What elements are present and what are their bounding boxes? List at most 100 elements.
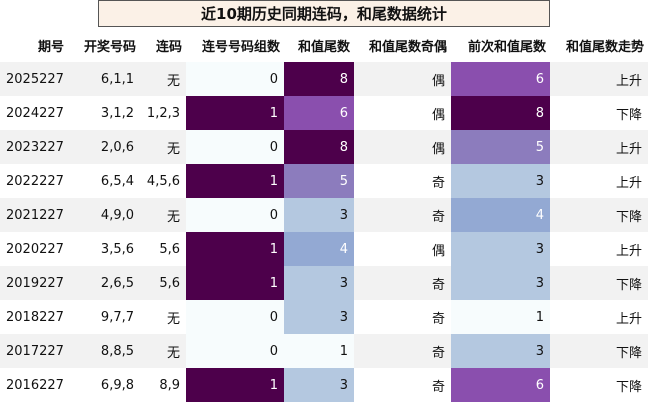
cell-consecutive: 8,9: [140, 368, 186, 402]
cell-tail: 3: [284, 266, 354, 300]
cell-parity: 偶: [354, 62, 451, 96]
cell-parity: 奇: [354, 368, 451, 402]
cell-parity: 偶: [354, 130, 451, 164]
title-bar: 近10期历史同期连码，和尾数据统计: [0, 0, 648, 27]
cell-tail: 5: [284, 164, 354, 198]
cell-period: 2018227: [0, 300, 68, 334]
cell-parity: 奇: [354, 164, 451, 198]
table-row: 2023227 2,0,6 无 0 8 偶 5 上升: [0, 130, 648, 164]
table-row: 2020227 3,5,6 5,6 1 4 偶 3 上升: [0, 232, 648, 266]
table-row: 2021227 4,9,0 无 0 3 奇 4 下降: [0, 198, 648, 232]
cell-period: 2024227: [0, 96, 68, 130]
cell-period: 2023227: [0, 130, 68, 164]
cell-groups: 0: [186, 334, 284, 368]
cell-tail: 1: [284, 334, 354, 368]
cell-period: 2022227: [0, 164, 68, 198]
cell-period: 2016227: [0, 368, 68, 402]
cell-parity: 奇: [354, 198, 451, 232]
cell-trend: 上升: [550, 62, 648, 96]
cell-prev-tail: 8: [451, 96, 550, 130]
table-row: 2025227 6,1,1 无 0 8 偶 6 上升: [0, 62, 648, 96]
table-row: 2022227 6,5,4 4,5,6 1 5 奇 3 上升: [0, 164, 648, 198]
cell-tail: 6: [284, 96, 354, 130]
cell-consecutive: 5,6: [140, 232, 186, 266]
cell-trend: 上升: [550, 164, 648, 198]
cell-trend: 上升: [550, 130, 648, 164]
header-numbers: 开奖号码: [83, 39, 136, 55]
cell-prev-tail: 3: [451, 164, 550, 198]
cell-trend: 上升: [550, 300, 648, 334]
cell-prev-tail: 3: [451, 334, 550, 368]
cell-trend: 下降: [550, 368, 648, 402]
cell-consecutive: 无: [140, 130, 186, 164]
cell-consecutive: 4,5,6: [140, 164, 186, 198]
table-row: 2016227 6,9,8 8,9 1 3 奇 6 下降: [0, 368, 648, 402]
cell-period: 2021227: [0, 198, 68, 232]
header-prev-tail: 前次和值尾数: [467, 39, 546, 55]
cell-trend: 下降: [550, 266, 648, 300]
cell-trend: 下降: [550, 96, 648, 130]
cell-groups: 0: [186, 198, 284, 232]
cell-groups: 0: [186, 130, 284, 164]
cell-numbers: 8,8,5: [68, 334, 140, 368]
cell-numbers: 2,0,6: [68, 130, 140, 164]
cell-groups: 1: [186, 232, 284, 266]
cell-parity: 偶: [354, 96, 451, 130]
cell-prev-tail: 6: [451, 368, 550, 402]
cell-prev-tail: 5: [451, 130, 550, 164]
cell-parity: 奇: [354, 300, 451, 334]
cell-trend: 上升: [550, 232, 648, 266]
header-period: 期号: [37, 39, 64, 55]
cell-parity: 奇: [354, 334, 451, 368]
cell-period: 2017227: [0, 334, 68, 368]
cell-period: 2020227: [0, 232, 68, 266]
cell-period: 2019227: [0, 266, 68, 300]
cell-consecutive: 无: [140, 198, 186, 232]
cell-groups: 1: [186, 368, 284, 402]
cell-numbers: 6,9,8: [68, 368, 140, 402]
cell-numbers: 3,5,6: [68, 232, 140, 266]
cell-consecutive: 无: [140, 334, 186, 368]
header-groups: 连号号码组数: [201, 39, 280, 55]
cell-groups: 1: [186, 96, 284, 130]
header-tail: 和值尾数: [297, 39, 350, 55]
cell-groups: 1: [186, 164, 284, 198]
cell-numbers: 3,1,2: [68, 96, 140, 130]
cell-numbers: 6,5,4: [68, 164, 140, 198]
table-row: 2024227 3,1,2 1,2,3 1 6 偶 8 下降: [0, 96, 648, 130]
cell-prev-tail: 3: [451, 266, 550, 300]
cell-parity: 奇: [354, 266, 451, 300]
cell-trend: 下降: [550, 334, 648, 368]
cell-numbers: 4,9,0: [68, 198, 140, 232]
cell-tail: 4: [284, 232, 354, 266]
cell-groups: 0: [186, 62, 284, 96]
cell-numbers: 9,7,7: [68, 300, 140, 334]
cell-period: 2025227: [0, 62, 68, 96]
cell-prev-tail: 1: [451, 300, 550, 334]
header-parity: 和值尾数奇偶: [368, 39, 447, 55]
table-row: 2018227 9,7,7 无 0 3 奇 1 上升: [0, 300, 648, 334]
cell-tail: 3: [284, 198, 354, 232]
cell-tail: 3: [284, 368, 354, 402]
table-row: 2019227 2,6,5 5,6 1 3 奇 3 下降: [0, 266, 648, 300]
cell-prev-tail: 3: [451, 232, 550, 266]
cell-tail: 3: [284, 300, 354, 334]
cell-groups: 1: [186, 266, 284, 300]
cell-groups: 0: [186, 300, 284, 334]
stats-table: 期号 开奖号码 连码 连号号码组数 和值尾数 和值尾数奇偶 前次和值尾数 和值尾…: [0, 28, 648, 402]
cell-numbers: 6,1,1: [68, 62, 140, 96]
cell-tail: 8: [284, 130, 354, 164]
cell-trend: 下降: [550, 198, 648, 232]
header-consecutive: 连码: [155, 39, 182, 55]
header-trend: 和值尾数走势: [565, 39, 644, 55]
cell-consecutive: 无: [140, 62, 186, 96]
cell-prev-tail: 4: [451, 198, 550, 232]
cell-numbers: 2,6,5: [68, 266, 140, 300]
cell-prev-tail: 6: [451, 62, 550, 96]
cell-consecutive: 1,2,3: [140, 96, 186, 130]
cell-consecutive: 无: [140, 300, 186, 334]
header-row: 期号 开奖号码 连码 连号号码组数 和值尾数 和值尾数奇偶 前次和值尾数 和值尾…: [0, 28, 648, 62]
table-row: 2017227 8,8,5 无 0 1 奇 3 下降: [0, 334, 648, 368]
cell-parity: 偶: [354, 232, 451, 266]
table-title: 近10期历史同期连码，和尾数据统计: [98, 0, 550, 27]
